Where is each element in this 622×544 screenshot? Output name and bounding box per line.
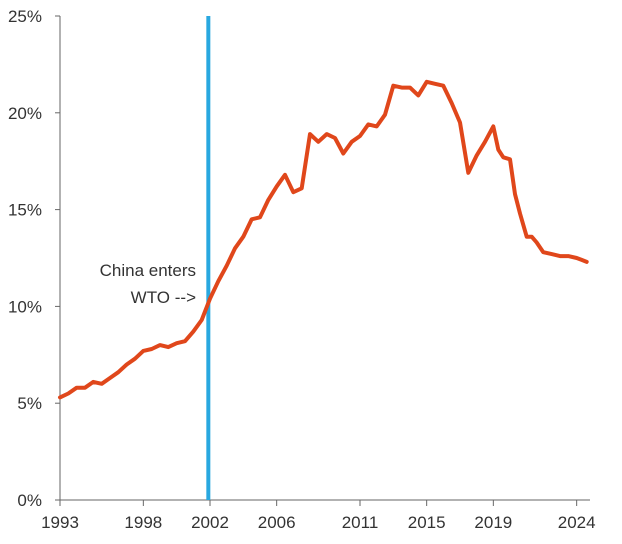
- x-tick-label: 2006: [258, 513, 296, 532]
- series-group: [58, 79, 589, 400]
- annotation-line: China enters: [100, 261, 196, 280]
- x-tick-label: 2019: [474, 513, 512, 532]
- annotation: China enters WTO -->: [100, 261, 196, 307]
- y-tick-label: 5%: [17, 394, 42, 413]
- x-tick-label: 2015: [408, 513, 446, 532]
- x-tick-label: 1993: [41, 513, 79, 532]
- annotation-line: WTO -->: [131, 288, 196, 307]
- y-tick-label: 25%: [8, 7, 42, 26]
- series-line: [58, 79, 589, 400]
- x-tick-label: 1998: [124, 513, 162, 532]
- y-axis: 0% 5% 10% 15% 20% 25%: [8, 7, 61, 510]
- y-tick-label: 0%: [17, 491, 42, 510]
- x-tick-label: 2011: [342, 513, 379, 532]
- x-axis: 1993 1998 2002 2006 2011 2015 2019 2024: [41, 499, 596, 532]
- y-tick-label: 15%: [8, 201, 42, 220]
- y-tick-label: 10%: [8, 297, 42, 316]
- x-tick-label: 2024: [558, 513, 596, 532]
- y-tick-label: 20%: [8, 104, 42, 123]
- x-tick-label: 2002: [191, 513, 229, 532]
